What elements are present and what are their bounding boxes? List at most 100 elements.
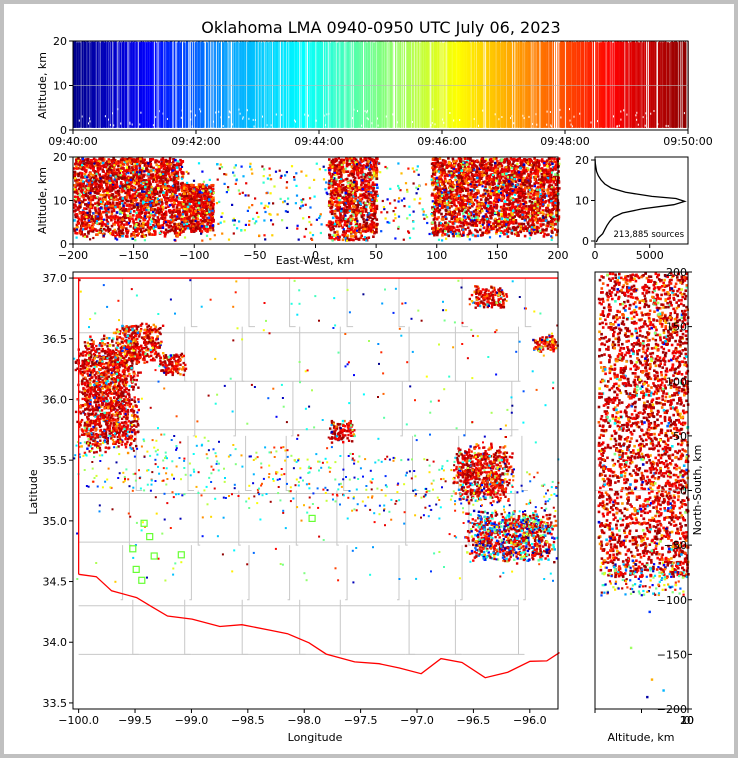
ew-source (133, 173, 137, 177)
time-source-column (588, 41, 590, 128)
ew-source (127, 203, 131, 207)
time-source-column (371, 41, 373, 128)
ew-source (139, 226, 143, 230)
time-source-column (313, 41, 315, 128)
time-source-gap (623, 109, 625, 112)
time-source-column (567, 41, 568, 128)
time-source-gap (620, 118, 622, 121)
time-source-gap (242, 117, 244, 120)
ew-source (91, 222, 95, 226)
time-source-column (371, 42, 372, 128)
time-source-gap (366, 117, 368, 120)
time-source-gap (522, 114, 524, 117)
ew-source (133, 222, 136, 225)
ew-source (120, 231, 124, 234)
ew-source (114, 195, 118, 198)
ew-source (88, 186, 92, 190)
ew-source (128, 159, 131, 163)
time-source-column (627, 41, 628, 128)
time-source-column (425, 42, 427, 128)
ew-source (77, 157, 80, 160)
ew-source (211, 224, 215, 227)
time-source-column (510, 41, 512, 128)
ew-source (145, 161, 149, 164)
time-source-column (464, 41, 465, 128)
time-source-gap (650, 112, 652, 115)
ew-source (156, 208, 159, 212)
ew-source (121, 184, 124, 188)
ew-source (329, 228, 333, 232)
ew-source (171, 219, 175, 222)
time-source-column (437, 41, 439, 128)
ew-source (192, 189, 195, 193)
ew-source (117, 192, 121, 195)
ew-source (107, 206, 111, 209)
time-source-column (496, 41, 498, 128)
ew-source (140, 182, 144, 185)
time-source-column (289, 41, 290, 128)
ew-source (94, 160, 97, 164)
ew-source (105, 184, 109, 187)
ew-source (140, 169, 143, 172)
ew-source (93, 170, 96, 173)
ew-source (111, 230, 115, 233)
ew-source (141, 190, 144, 193)
ew-source (194, 203, 197, 206)
time-source-gap (645, 112, 647, 115)
ew-source (196, 195, 199, 198)
time-source-column (365, 42, 367, 128)
time-source-column (467, 41, 469, 128)
ew-source (188, 189, 192, 193)
ew-source (135, 211, 138, 215)
time-source-column (547, 41, 549, 128)
ew-source (150, 201, 154, 205)
time-source-column (152, 41, 153, 128)
ew-source (181, 184, 184, 187)
time-source-column (200, 42, 202, 128)
ew-source (79, 185, 82, 189)
ew-source (83, 217, 86, 221)
ew-source (117, 164, 120, 168)
ew-source (349, 222, 353, 225)
time-source-column (395, 41, 397, 128)
ew-source (114, 215, 117, 219)
ew-source (100, 224, 104, 227)
ew-source (84, 194, 88, 198)
ew-source (189, 200, 193, 203)
time-source-column (206, 42, 208, 128)
time-source-column (300, 42, 302, 128)
ew-source (156, 206, 160, 210)
time-source-gap (430, 124, 432, 127)
time-source-column (672, 41, 674, 128)
ew-source (157, 225, 161, 228)
ew-source (129, 169, 132, 173)
time-source-gap (667, 125, 669, 127)
ew-source (171, 211, 175, 214)
ew-source (204, 200, 207, 204)
ew-source (186, 215, 189, 219)
ew-source (142, 200, 145, 204)
time-source-column (458, 41, 460, 128)
ew-source (128, 166, 131, 169)
ew-source (207, 219, 210, 222)
ew-source (84, 175, 87, 178)
ew-source (102, 176, 106, 180)
ew-source (122, 208, 126, 211)
ew-source (110, 189, 114, 192)
ew-source (355, 207, 358, 211)
ew-source (338, 223, 341, 227)
time-source-column (569, 41, 571, 128)
ew-source (204, 213, 207, 217)
time-source-column (626, 41, 627, 128)
ew-source (194, 210, 197, 213)
time-source-column (357, 42, 359, 128)
time-source-column (402, 42, 403, 128)
ew-source (157, 220, 160, 224)
ew-source (136, 205, 140, 209)
time-source-column (527, 42, 529, 128)
ew-source (75, 226, 78, 230)
ew-source (180, 186, 183, 189)
ew-source (73, 184, 76, 187)
ew-source (143, 163, 147, 166)
ew-source (330, 159, 334, 163)
